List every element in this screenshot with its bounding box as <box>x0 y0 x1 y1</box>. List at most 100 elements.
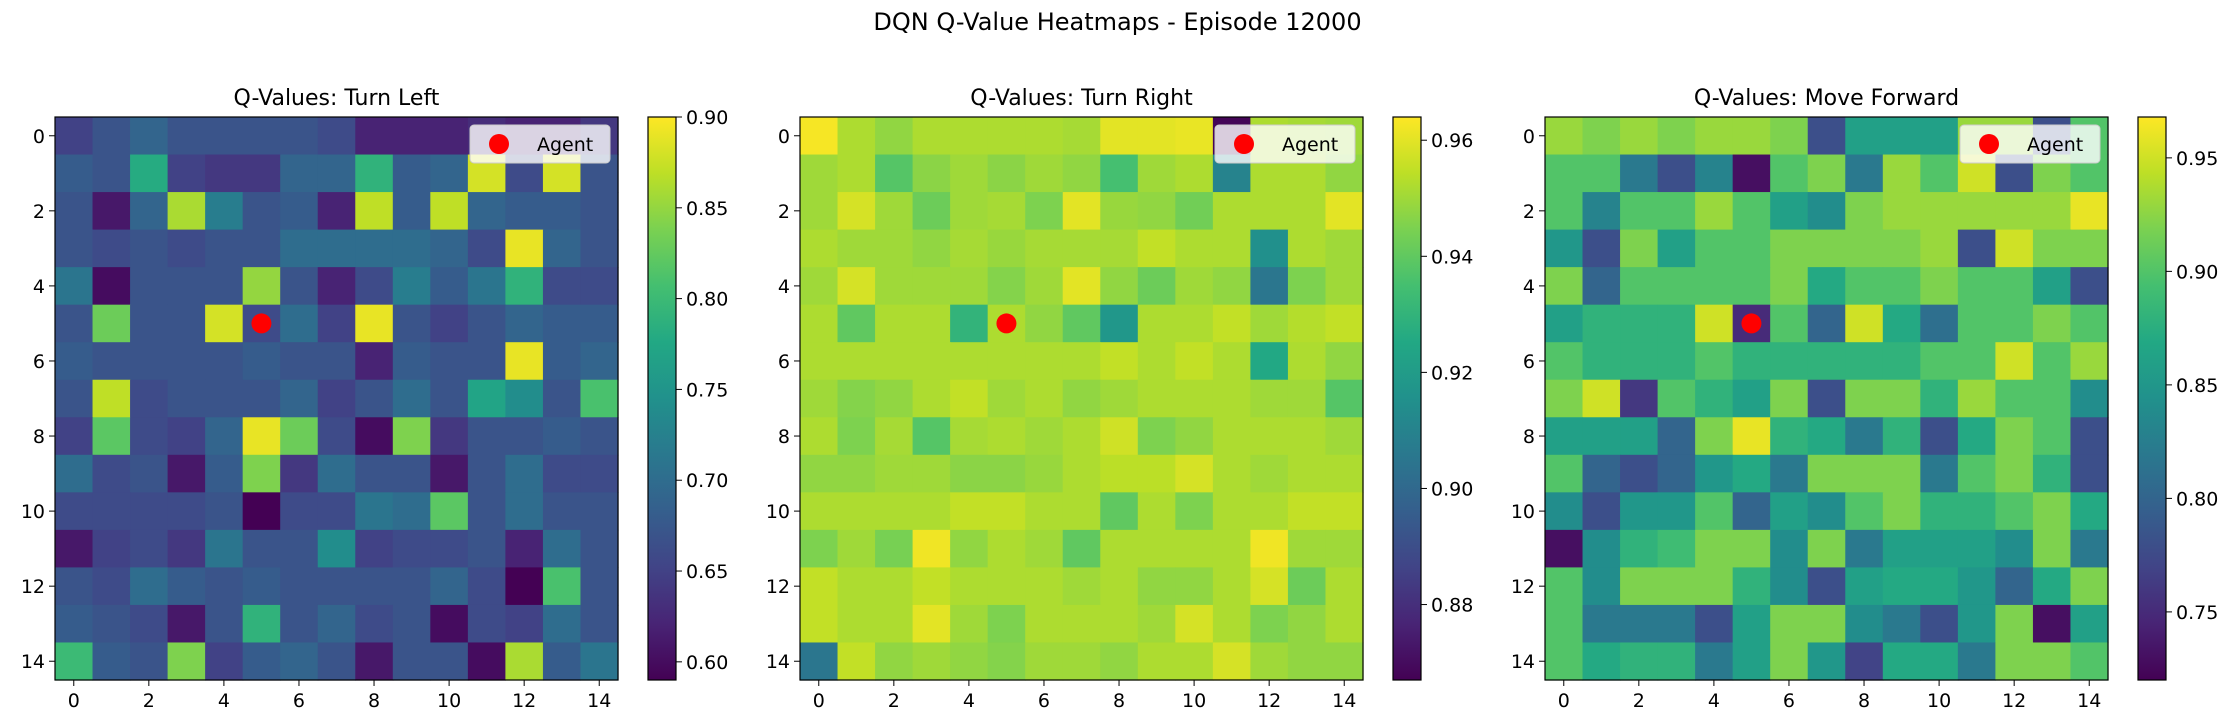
heatmap-cell <box>1100 304 1139 343</box>
heatmap-cell <box>242 379 281 418</box>
heatmap-cell <box>1137 417 1176 456</box>
heatmap-cell <box>1545 154 1584 193</box>
heatmap-cell <box>1807 304 1846 343</box>
heatmap-cell <box>2070 529 2109 568</box>
heatmap-cell <box>392 117 431 156</box>
heatmap-cell <box>1995 379 2034 418</box>
colorbar <box>647 116 677 681</box>
heatmap-cell <box>1025 642 1064 681</box>
heatmap-cell <box>1845 492 1884 531</box>
heatmap-cell <box>1137 304 1176 343</box>
heatmap-cell <box>1807 229 1846 268</box>
heatmap-cell <box>505 567 544 606</box>
heatmap-cell <box>837 192 876 231</box>
heatmap-cell <box>1175 417 1214 456</box>
heatmap-cell <box>242 567 281 606</box>
heatmap-cell <box>1212 492 1251 531</box>
heatmap-cell <box>1062 229 1101 268</box>
heatmap-cell <box>317 417 356 456</box>
heatmap-cell <box>1657 342 1696 381</box>
heatmap-cell <box>837 567 876 606</box>
heatmap-cell <box>1920 604 1959 644</box>
heatmap-cell <box>317 492 356 531</box>
heatmap-cell <box>912 304 951 343</box>
heatmap-cell <box>1062 154 1101 193</box>
heatmap-cell <box>1137 154 1176 193</box>
heatmap-cell <box>1582 529 1621 568</box>
legend-box <box>1959 124 2101 164</box>
heatmap-cell <box>2070 304 2109 343</box>
heatmap-cell <box>55 117 94 156</box>
heatmap-cell <box>580 229 619 268</box>
heatmap-cell <box>987 229 1026 268</box>
heatmap-cell <box>950 229 989 268</box>
heatmap-cell <box>1770 154 1809 193</box>
heatmap-cell <box>542 567 582 606</box>
heatmap-cell <box>1732 604 1771 644</box>
heatmap-cell <box>800 267 839 306</box>
heatmap-cell <box>392 342 431 381</box>
heatmap-cell <box>505 192 544 231</box>
heatmap-cell <box>167 567 206 606</box>
heatmap-cell <box>167 604 206 644</box>
heatmap-cell <box>55 567 94 606</box>
y-tick-label: 14 <box>21 651 45 673</box>
heatmap-cell <box>1770 604 1809 644</box>
heatmap-cell <box>1100 492 1139 531</box>
heatmap-cell <box>1995 342 2034 381</box>
heatmap-cell <box>875 642 914 681</box>
heatmap-cell <box>1025 417 1064 456</box>
heatmap-cell <box>800 417 839 456</box>
heatmap-cell <box>2070 342 2109 381</box>
heatmap-cell <box>92 529 131 568</box>
heatmap-cell <box>1882 154 1921 193</box>
heatmap-cell <box>542 379 582 418</box>
x-tick-label: 10 <box>1182 690 1206 712</box>
heatmap-cell <box>430 192 469 231</box>
heatmap-cell <box>1287 304 1327 343</box>
colorbar <box>1392 116 1422 681</box>
heatmap-cell <box>1882 492 1921 531</box>
heatmap-cell <box>1062 492 1101 531</box>
heatmap-cell <box>1325 454 1364 493</box>
legend-label: Agent <box>1282 134 1338 156</box>
colorbar-tick-label: 0.85 <box>2176 375 2218 397</box>
heatmap-cell <box>130 454 169 493</box>
heatmap-cell <box>505 267 544 306</box>
legend: Agent <box>1959 124 2101 164</box>
heatmap-cell <box>1620 229 1659 268</box>
heatmap-cell <box>875 529 914 568</box>
heatmap-cell <box>987 342 1026 381</box>
heatmap-cell <box>317 379 356 418</box>
heatmap-cell <box>1695 529 1734 568</box>
heatmap-cell <box>1545 492 1584 531</box>
heatmap-cell <box>542 304 582 343</box>
heatmap-cell <box>2032 454 2072 493</box>
heatmap-cell <box>987 379 1026 418</box>
heatmap-cell <box>242 192 281 231</box>
heatmap-cell <box>837 267 876 306</box>
heatmap-cell <box>800 229 839 268</box>
heatmap-cell <box>355 304 394 343</box>
heatmap-cell <box>837 417 876 456</box>
heatmap-cell <box>2032 379 2072 418</box>
heatmap-cell <box>1732 529 1771 568</box>
heatmap-cell <box>950 604 989 644</box>
heatmap-cell <box>92 454 131 493</box>
heatmap-cell <box>1620 417 1659 456</box>
heatmap-cell <box>1287 229 1327 268</box>
heatmap-cell <box>467 192 506 231</box>
heatmap-cell <box>542 229 582 268</box>
heatmap-cell <box>130 342 169 381</box>
heatmap-cell <box>1695 642 1734 681</box>
heatmap-cell <box>167 454 206 493</box>
heatmap-cell <box>1062 267 1101 306</box>
heatmap-cell <box>280 154 319 193</box>
heatmap-cell <box>1807 417 1846 456</box>
heatmap-cell <box>987 492 1026 531</box>
heatmap-cell <box>167 342 206 381</box>
heatmap-cell <box>92 342 131 381</box>
heatmap-cell <box>1545 267 1584 306</box>
colorbar <box>2137 116 2167 681</box>
x-tick-label: 0 <box>1558 690 1570 712</box>
